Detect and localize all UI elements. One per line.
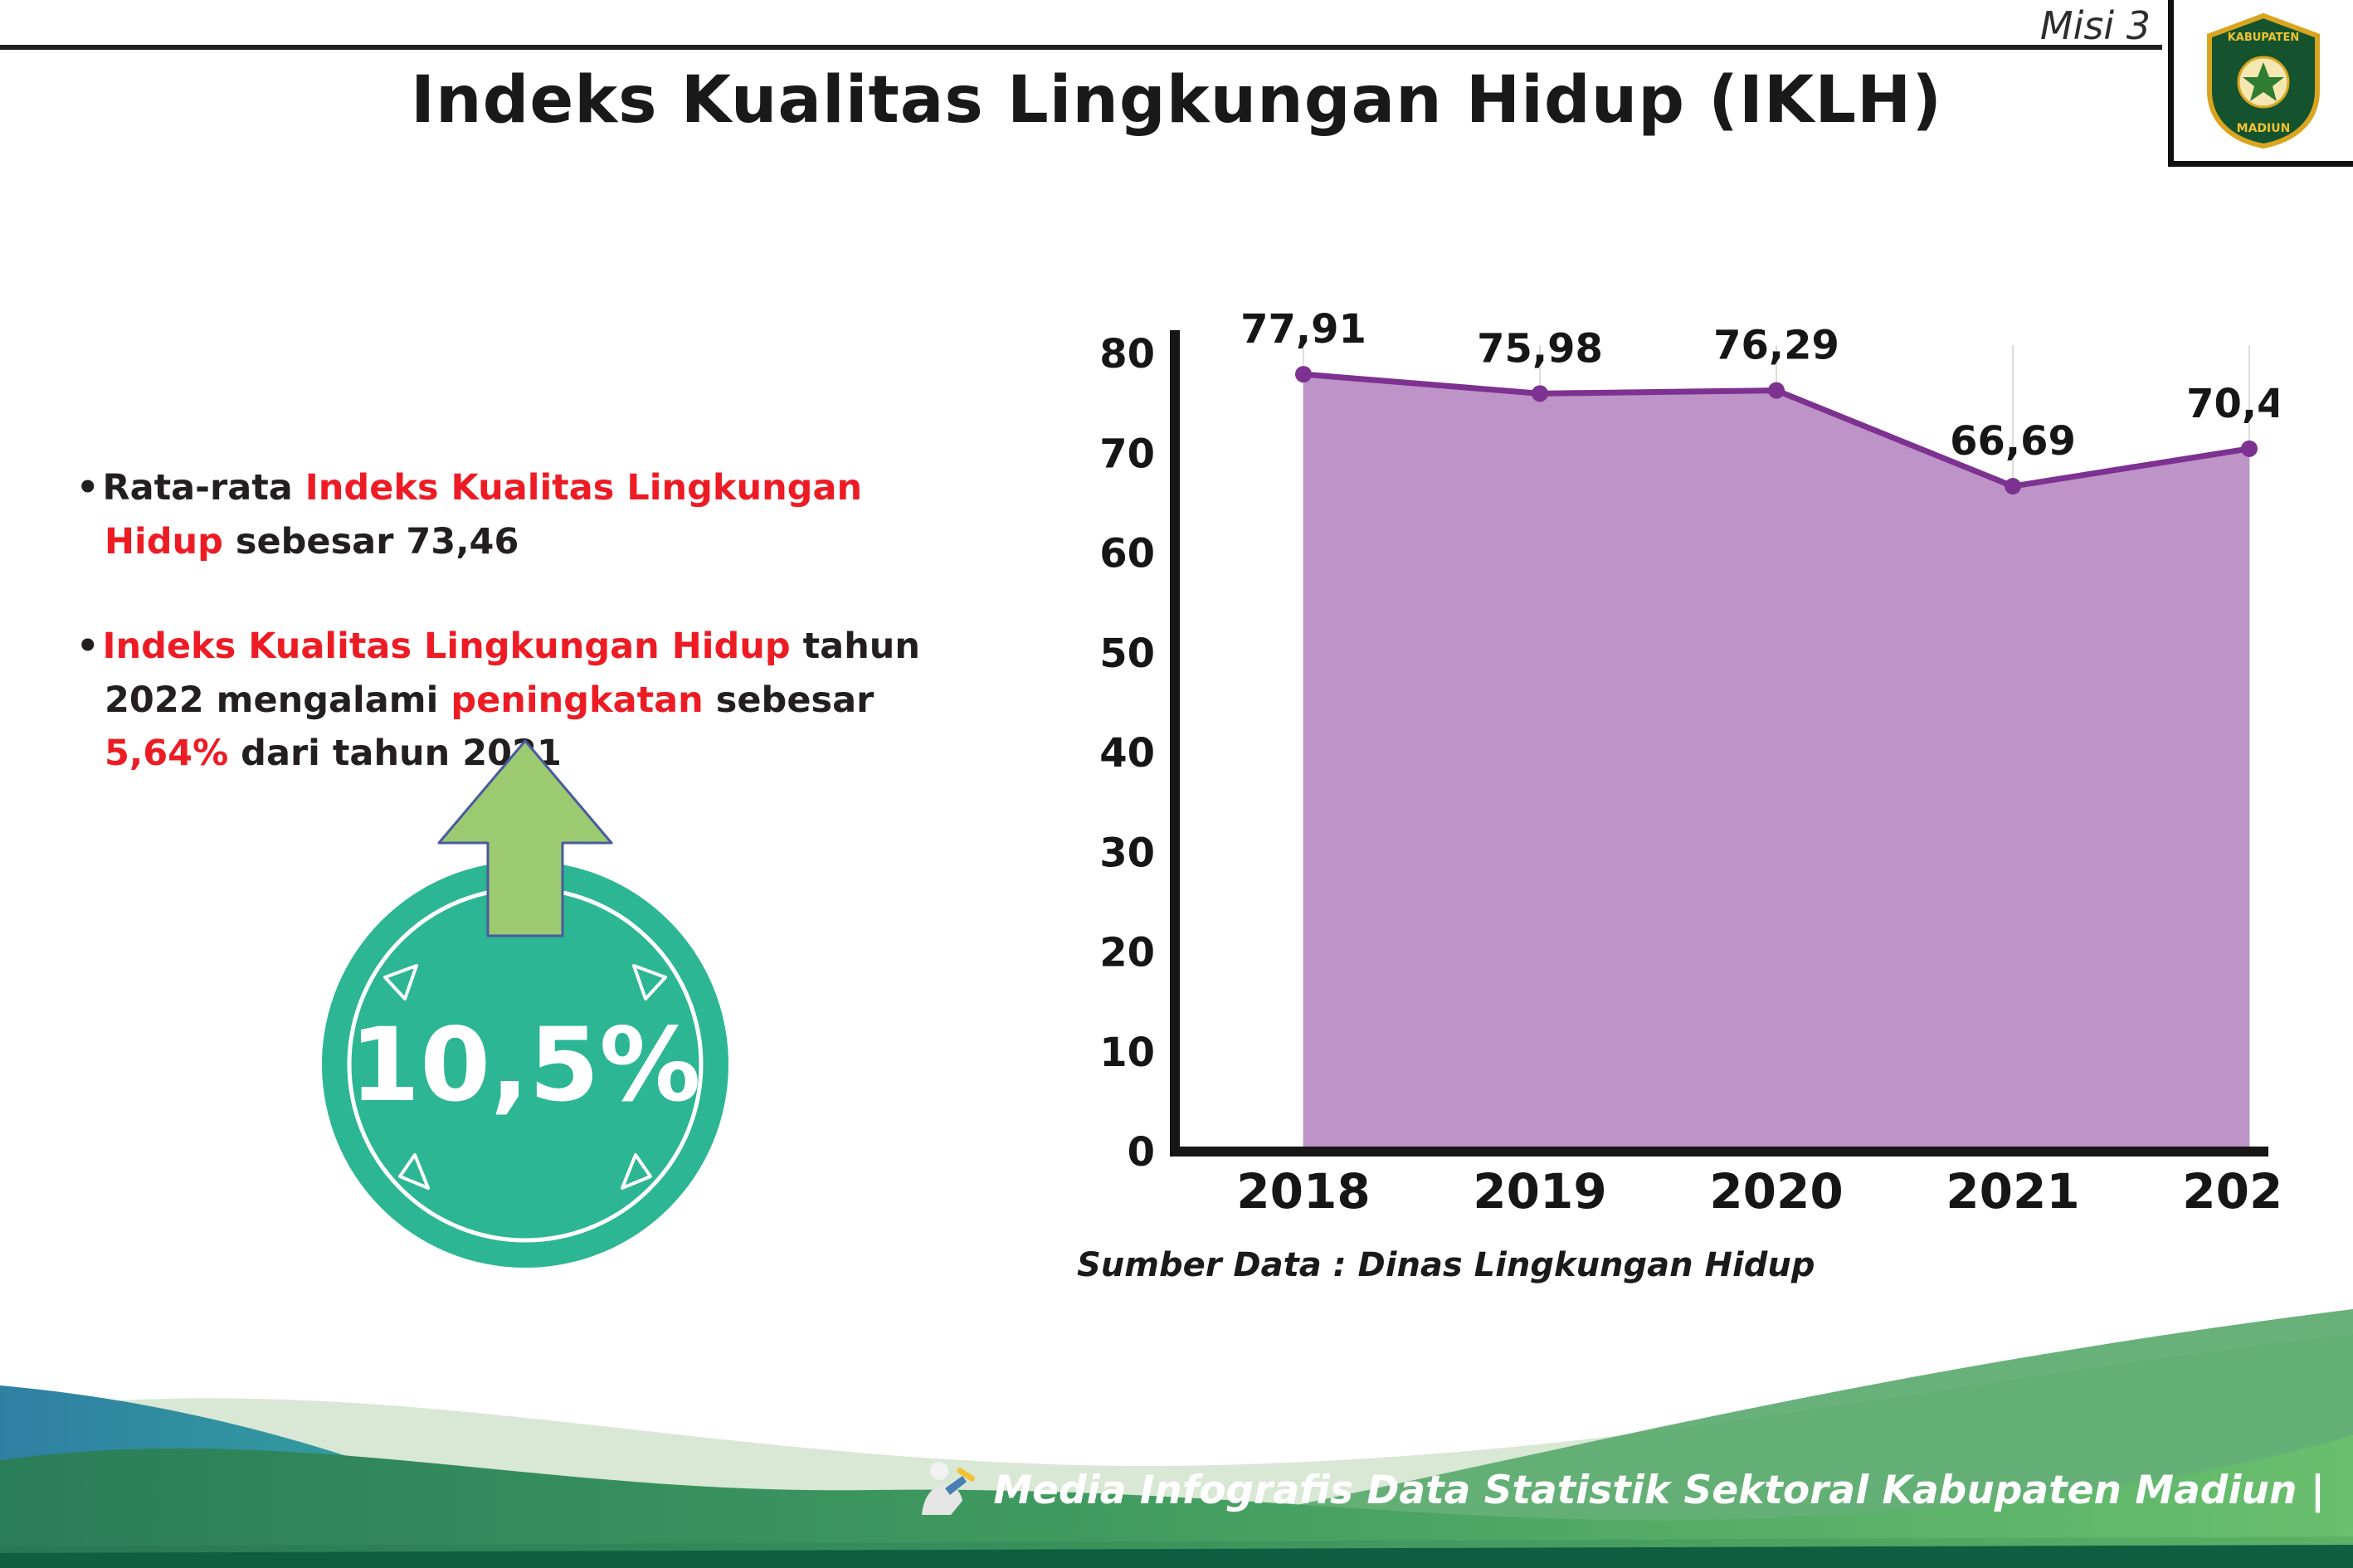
- logo-star-icon: [2243, 62, 2284, 101]
- bullet-text-segment: peningkatan: [451, 679, 704, 721]
- x-tick-label: 2021: [1946, 1163, 2079, 1220]
- iklh-chart-svg: 0 10 20 30 40 50 60 70 80 2018 2019 2020 2021 2022 77,…: [1099, 306, 2316, 1220]
- x-tick-label: 2019: [1473, 1163, 1606, 1220]
- increase-badge-svg: 10,5%: [322, 739, 728, 1268]
- value-label: 66,69: [1950, 418, 2076, 465]
- iklh-chart: 0 10 20 30 40 50 60 70 80 2018 2019 2020 2021 2022 77,…: [1067, 297, 2316, 1226]
- footer-text: Media Infografis Data Statistik Sektoral…: [993, 1467, 2325, 1513]
- x-tick-label: 2022: [2182, 1163, 2278, 1220]
- y-tick-label: 0: [1128, 1129, 1155, 1176]
- y-tick-label: 50: [1099, 631, 1155, 677]
- value-label: 77,91: [1240, 306, 1366, 353]
- bullet-text-segment: Indeks Kualitas Lingkungan Hidup: [102, 626, 791, 667]
- badge-triangle-icon: [383, 964, 418, 1001]
- bullet-item: •Rata-rata Indeks Kualitas Lingkungan Hi…: [76, 461, 968, 568]
- kabupaten-madiun-logo: KABUPATEN MADIUN: [2207, 12, 2320, 149]
- footer-waves: [0, 1309, 2353, 1568]
- footer-credit: Media Infografis Data Statistik Sektoral…: [912, 1458, 2325, 1522]
- bullet-text-segment: sebesar: [703, 679, 874, 721]
- data-point: [2241, 440, 2258, 457]
- header-rule: [0, 45, 2162, 50]
- wave-bottom-strip: [0, 1545, 2353, 1568]
- misi-label: Misi 3: [2039, 3, 2151, 48]
- y-tick-label: 20: [1099, 930, 1155, 976]
- increase-badge: 10,5%: [314, 728, 737, 1280]
- value-label: 75,98: [1477, 325, 1603, 372]
- area-fill: [1303, 374, 2249, 1152]
- y-tick-label: 10: [1099, 1030, 1155, 1076]
- badge-value: 10,5%: [349, 1006, 700, 1124]
- bullet-text-segment: tahun 2022 mengalami: [105, 626, 921, 721]
- badge-triangle-icon: [632, 964, 667, 1001]
- x-tick-label: 2018: [1236, 1163, 1370, 1220]
- y-tick-label: 80: [1099, 331, 1155, 377]
- bullet-text-segment: 5,64%: [105, 733, 229, 774]
- badge-triangle-icon: [621, 1153, 652, 1190]
- badge-circle: [322, 861, 728, 1268]
- bullet-text-segment: Rata-rata: [102, 467, 305, 509]
- bullet-marker: •: [76, 467, 100, 509]
- y-tick-label: 60: [1099, 531, 1155, 577]
- y-tick-label: 30: [1099, 830, 1155, 876]
- bullet-text-segment: Indeks Kualitas Lingkungan Hidup: [105, 467, 863, 562]
- x-tick-label: 2020: [1709, 1163, 1843, 1220]
- value-label: 76,29: [1713, 323, 1839, 369]
- data-point: [1768, 382, 1785, 399]
- y-tick-label: 40: [1099, 730, 1155, 777]
- value-label: 70,45: [2186, 381, 2278, 427]
- wave-main-band: [0, 1435, 2353, 1568]
- data-source-label: Sumber Data : Dinas Lingkungan Hidup: [1077, 1246, 1815, 1284]
- logo-text-top: KABUPATEN: [2228, 32, 2300, 44]
- y-tick-label: 70: [1099, 431, 1155, 477]
- page-title: Indeks Kualitas Lingkungan Hidup (IKLH): [411, 63, 1942, 138]
- up-arrow-icon: [437, 739, 613, 937]
- bullet-text-segment: sebesar 73,46: [222, 520, 519, 562]
- bullet-item: •Indeks Kualitas Lingkungan Hidup tahun …: [76, 620, 968, 781]
- writer-icon: [922, 1462, 976, 1515]
- data-point: [1295, 366, 1312, 383]
- data-point: [2005, 478, 2021, 495]
- badge-triangle-icon: [398, 1153, 430, 1190]
- bullet-marker: •: [76, 626, 100, 667]
- logo-frame: KABUPATEN MADIUN: [2168, 0, 2353, 167]
- bullet-list: •Rata-rata Indeks Kualitas Lingkungan Hi…: [76, 461, 968, 832]
- logo-text-bottom: MADIUN: [2237, 122, 2291, 135]
- data-point: [1532, 385, 1548, 402]
